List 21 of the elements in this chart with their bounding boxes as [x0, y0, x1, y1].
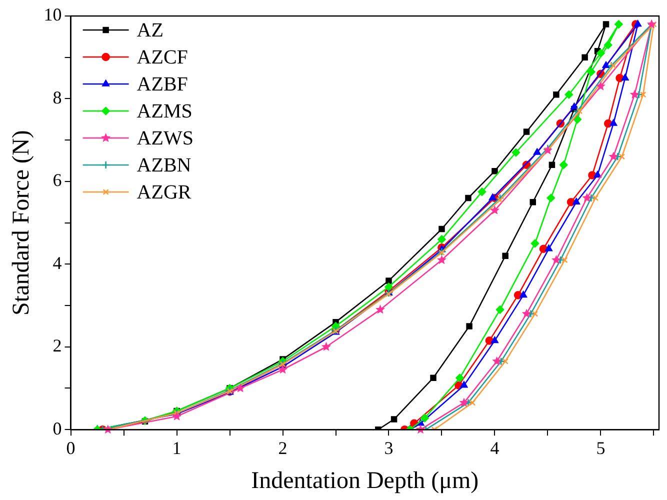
y-axis-title: Standard Force (N): [8, 130, 35, 316]
y-tick-label: 0: [52, 418, 62, 438]
y-tick-label: 2: [52, 336, 62, 356]
x-tick-label: 4: [490, 438, 500, 458]
x-tick-label: 3: [384, 438, 394, 458]
legend-label: AZWS: [136, 127, 194, 150]
y-tick-label: 10: [44, 4, 62, 25]
y-tick-label: 8: [52, 87, 62, 108]
y-tick-label: 6: [52, 170, 62, 190]
legend-label: AZMS: [136, 100, 192, 122]
legend-label: AZ: [136, 19, 164, 42]
legend-label: AZBF: [136, 73, 188, 96]
x-tick-label: 1: [172, 438, 182, 458]
x-tick-label: 5: [596, 438, 606, 458]
legend-label: AZGR: [136, 181, 192, 204]
legend-label: AZCF: [136, 46, 188, 68]
x-tick-label: 0: [66, 438, 76, 458]
legend-label: AZBN: [136, 154, 192, 176]
x-tick-label: 2: [278, 438, 288, 458]
y-tick-label: 4: [52, 252, 62, 273]
x-axis-title: Indentation Depth (μm): [251, 468, 479, 494]
